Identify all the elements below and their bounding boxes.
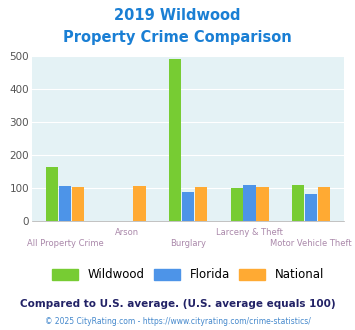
Bar — [256, 187, 269, 221]
Text: Property Crime Comparison: Property Crime Comparison — [63, 30, 292, 45]
Bar — [292, 185, 304, 221]
Text: Motor Vehicle Theft: Motor Vehicle Theft — [270, 239, 352, 248]
Text: © 2025 CityRating.com - https://www.cityrating.com/crime-statistics/: © 2025 CityRating.com - https://www.city… — [45, 317, 310, 326]
Bar — [305, 194, 317, 221]
Text: Burglary: Burglary — [170, 239, 206, 248]
Bar — [318, 187, 330, 221]
Legend: Wildwood, Florida, National: Wildwood, Florida, National — [52, 268, 324, 281]
Bar — [195, 187, 207, 221]
Text: Larceny & Theft: Larceny & Theft — [216, 228, 283, 237]
Text: 2019 Wildwood: 2019 Wildwood — [114, 8, 241, 23]
Bar — [169, 59, 181, 221]
Bar — [133, 186, 146, 221]
Bar — [244, 185, 256, 221]
Bar — [230, 188, 243, 221]
Bar — [46, 167, 59, 221]
Text: All Property Crime: All Property Crime — [27, 239, 104, 248]
Text: Arson: Arson — [115, 228, 139, 237]
Bar — [72, 187, 84, 221]
Text: Compared to U.S. average. (U.S. average equals 100): Compared to U.S. average. (U.S. average … — [20, 299, 335, 309]
Bar — [59, 186, 71, 221]
Bar — [182, 192, 194, 221]
